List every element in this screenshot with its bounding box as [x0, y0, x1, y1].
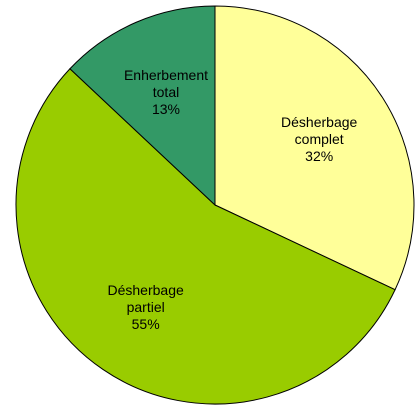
slice-label: Désherbage partiel — [108, 282, 184, 315]
label-line: Désherbage — [281, 114, 357, 130]
slice-label: Désherbage complet — [281, 114, 357, 147]
pie-slice — [214, 5, 415, 291]
slice-label: Enherbement total — [124, 67, 208, 100]
label-line: Désherbage — [108, 282, 184, 298]
slice-value: 55% — [132, 316, 160, 332]
label-line: Enherbement — [124, 67, 208, 83]
label-line: total — [153, 84, 179, 100]
pie-slice — [15, 68, 396, 405]
label-line: complet — [295, 131, 344, 147]
label-line: partiel — [127, 299, 165, 315]
slice-value: 32% — [305, 148, 333, 164]
slice-value: 13% — [152, 101, 180, 117]
pie-slice — [69, 5, 216, 207]
